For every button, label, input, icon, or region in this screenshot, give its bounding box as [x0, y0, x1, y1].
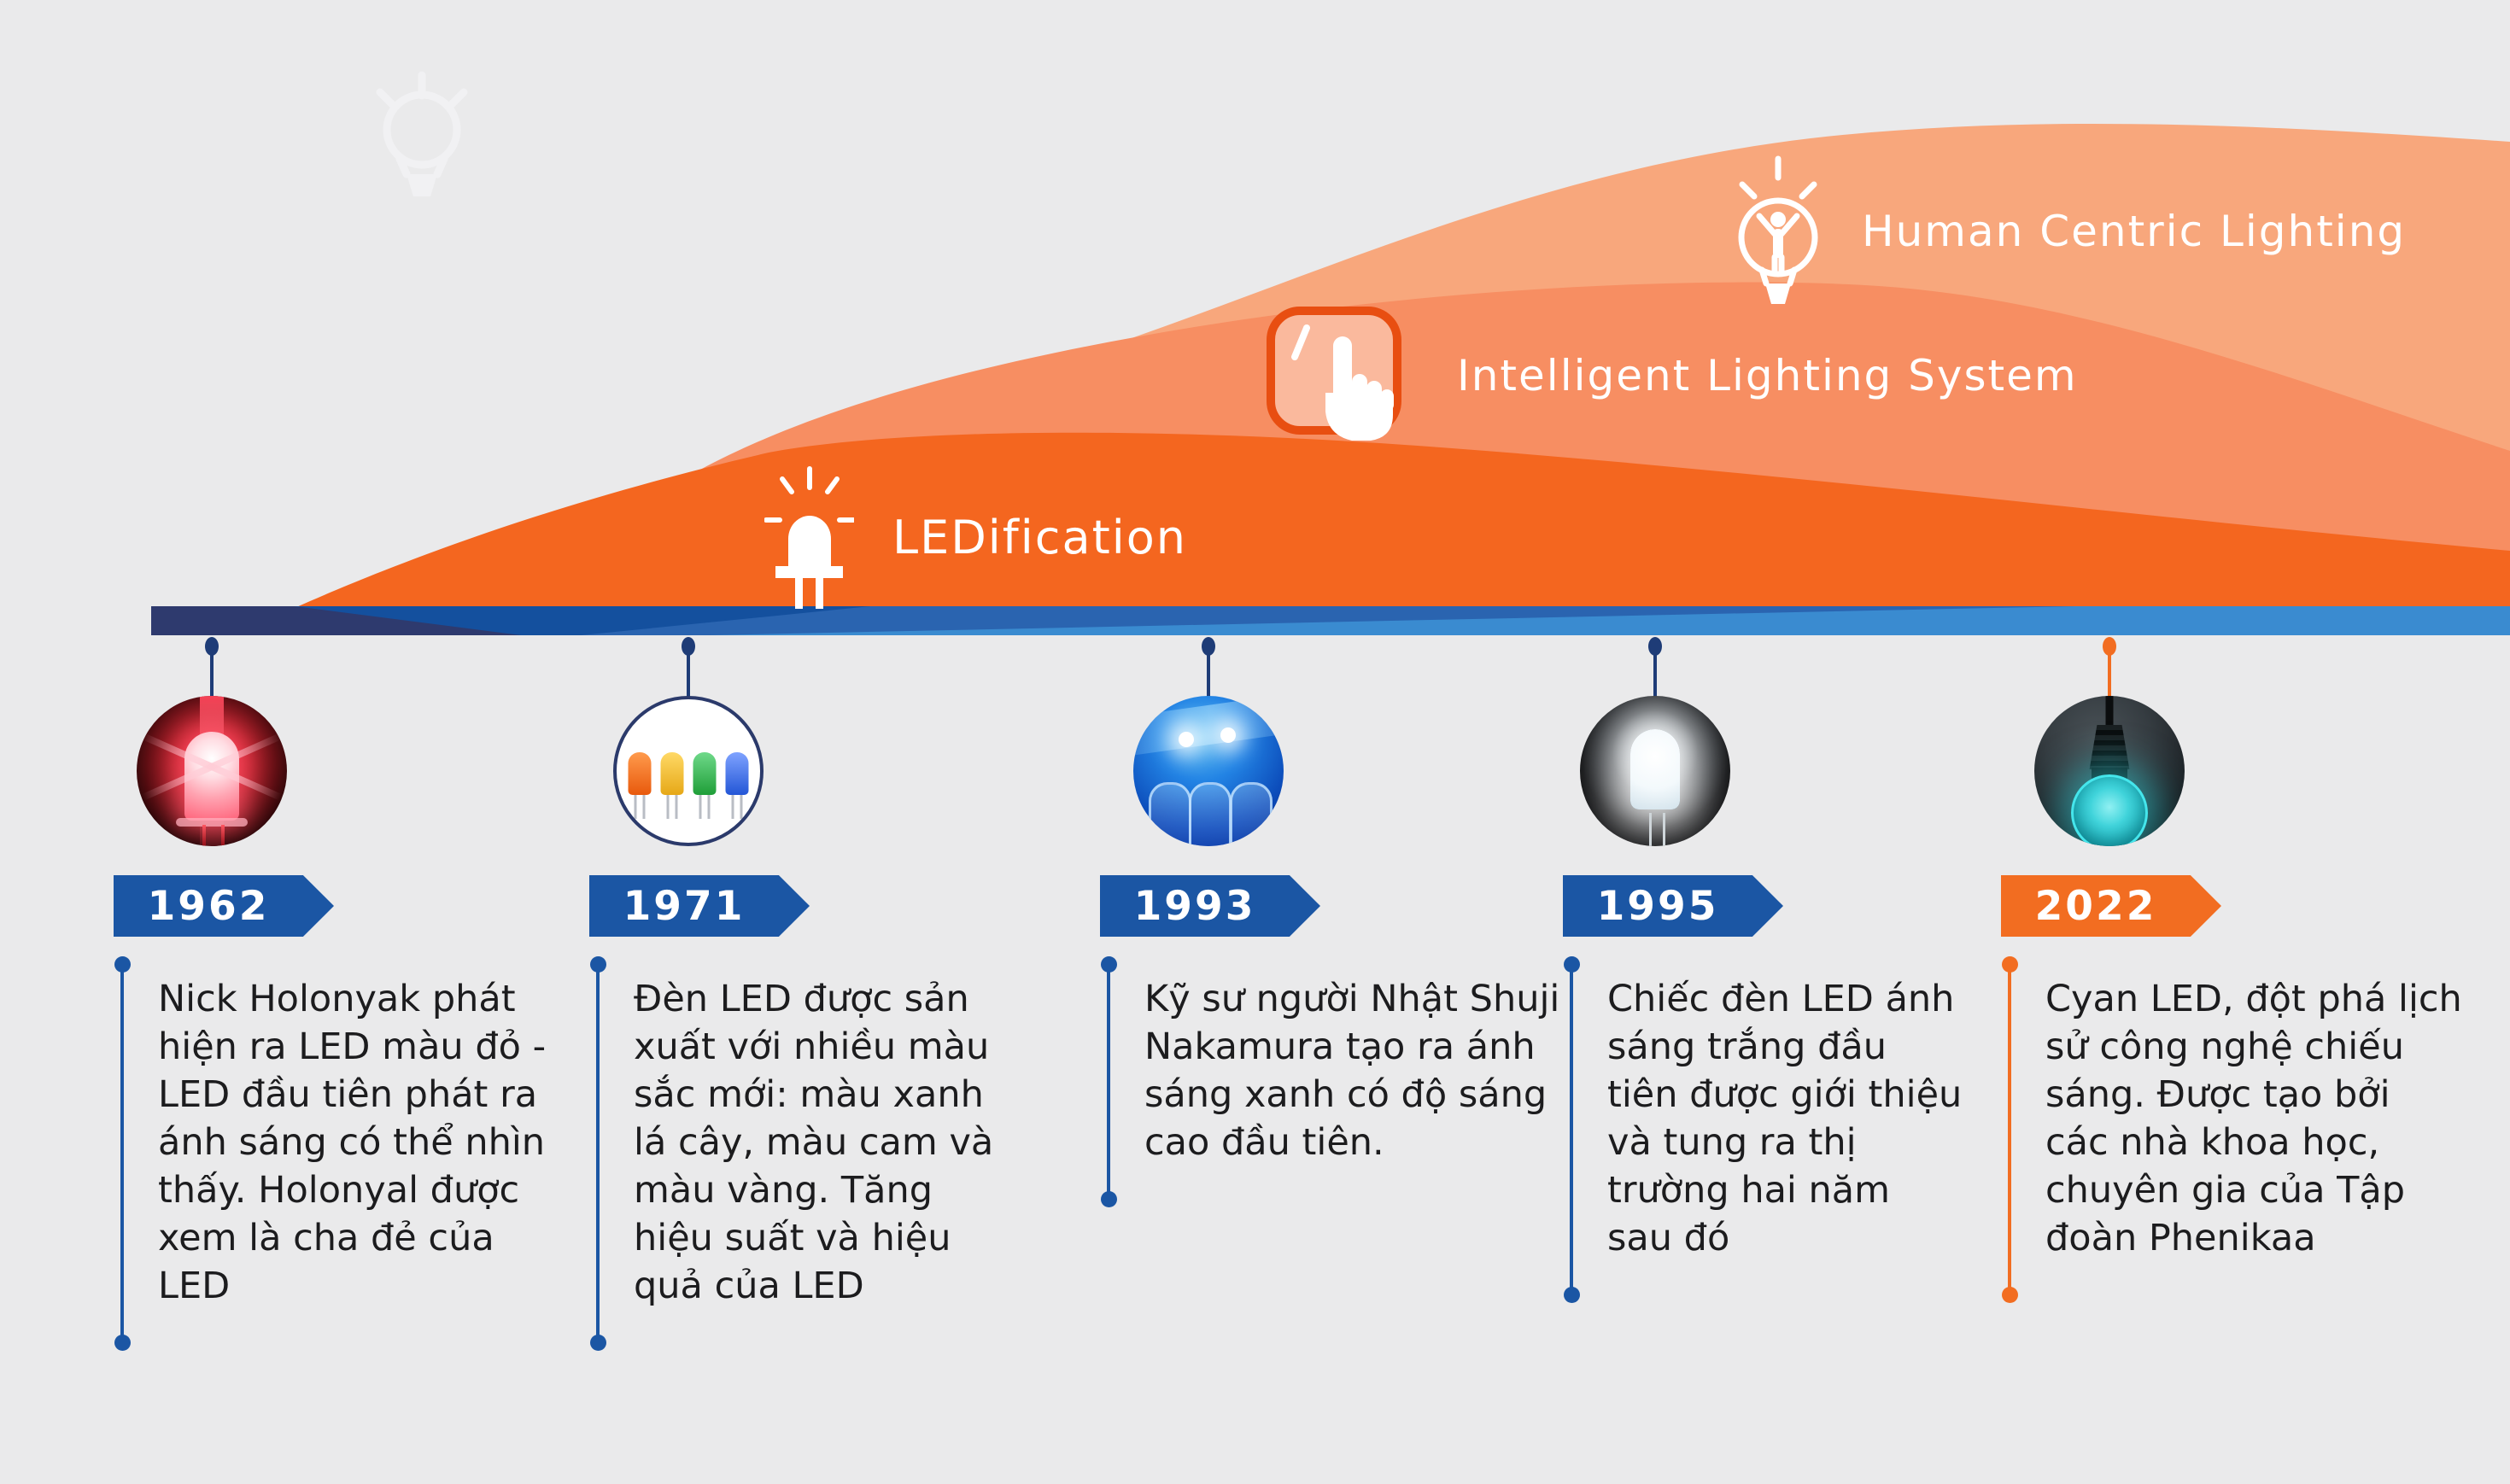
label-intelligent-lighting-system: Intelligent Lighting System	[1266, 306, 2078, 446]
wave-label-text: LEDification	[892, 510, 1188, 564]
event-rail	[114, 944, 131, 1359]
photo-multicolor-leds-1971	[613, 696, 764, 846]
photo-blue-leds-1993	[1133, 696, 1284, 846]
yellow-led	[660, 752, 684, 820]
event-description: Cyan LED, đột phá lịch sử công nghệ chiế…	[2045, 978, 2462, 1259]
wave-label-text: Human Centric Lighting	[1862, 207, 2407, 256]
wave-ledification	[295, 432, 2510, 635]
year-badge-1995: 1995	[1563, 875, 1783, 937]
event-description: Kỹ sư người Nhật Shuji Nakamura tạo ra á…	[1144, 978, 1560, 1164]
year-badge-1971: 1971	[589, 875, 810, 937]
event-rail	[2001, 944, 2018, 1312]
year-text: 1995	[1596, 882, 1719, 930]
led-diode-icon	[764, 466, 854, 609]
wave-label-text: Intelligent Lighting System	[1457, 351, 2078, 400]
event-rail	[1100, 944, 1117, 1216]
event-block-1995: Chiếc đèn LED ánh sáng trắng đầu tiên đư…	[1563, 944, 1966, 1312]
blue-led	[725, 752, 749, 820]
year-text: 1971	[623, 882, 746, 930]
year-badge-2022: 2022	[2001, 875, 2221, 937]
event-rail	[1563, 944, 1580, 1312]
event-description: Nick Holonyak phát hiện ra LED màu đỏ - …	[158, 978, 547, 1307]
timeline-bar	[151, 606, 2510, 635]
event-description: Chiếc đèn LED ánh sáng trắng đầu tiên đư…	[1607, 978, 1963, 1259]
event-block-1993: Kỹ sư người Nhật Shuji Nakamura tạo ra á…	[1100, 944, 1571, 1216]
event-block-1962: Nick Holonyak phát hiện ra LED màu đỏ - …	[114, 944, 559, 1359]
photo-white-led-1995	[1580, 696, 1730, 846]
photo-red-led-1962	[137, 696, 287, 846]
year-text: 1993	[1133, 882, 1256, 930]
orange-led	[628, 752, 652, 820]
timeline-node-stems	[205, 637, 2116, 700]
touch-switch-icon	[1267, 307, 1401, 441]
event-block-2022: Cyan LED, đột phá lịch sử công nghệ chiế…	[2001, 944, 2464, 1312]
event-rail	[589, 944, 606, 1359]
photo-cyan-bulb-2022	[2034, 696, 2185, 846]
year-text: 2022	[2034, 882, 2157, 930]
human-in-bulb-icon	[1738, 155, 1818, 304]
year-badge-1962: 1962	[114, 875, 334, 937]
year-text: 1962	[147, 882, 270, 930]
event-description: Đèn LED được sản xuất với nhiều màu sắc …	[634, 978, 994, 1307]
label-ledification: LEDification	[764, 465, 1187, 609]
label-human-centric-lighting: Human Centric Lighting	[1727, 155, 2406, 307]
green-led	[693, 752, 717, 820]
event-block-1971: Đèn LED được sản xuất với nhiều màu sắc …	[589, 944, 1022, 1359]
faint-bulb-icon	[376, 71, 468, 196]
year-badge-1993: 1993	[1100, 875, 1320, 937]
